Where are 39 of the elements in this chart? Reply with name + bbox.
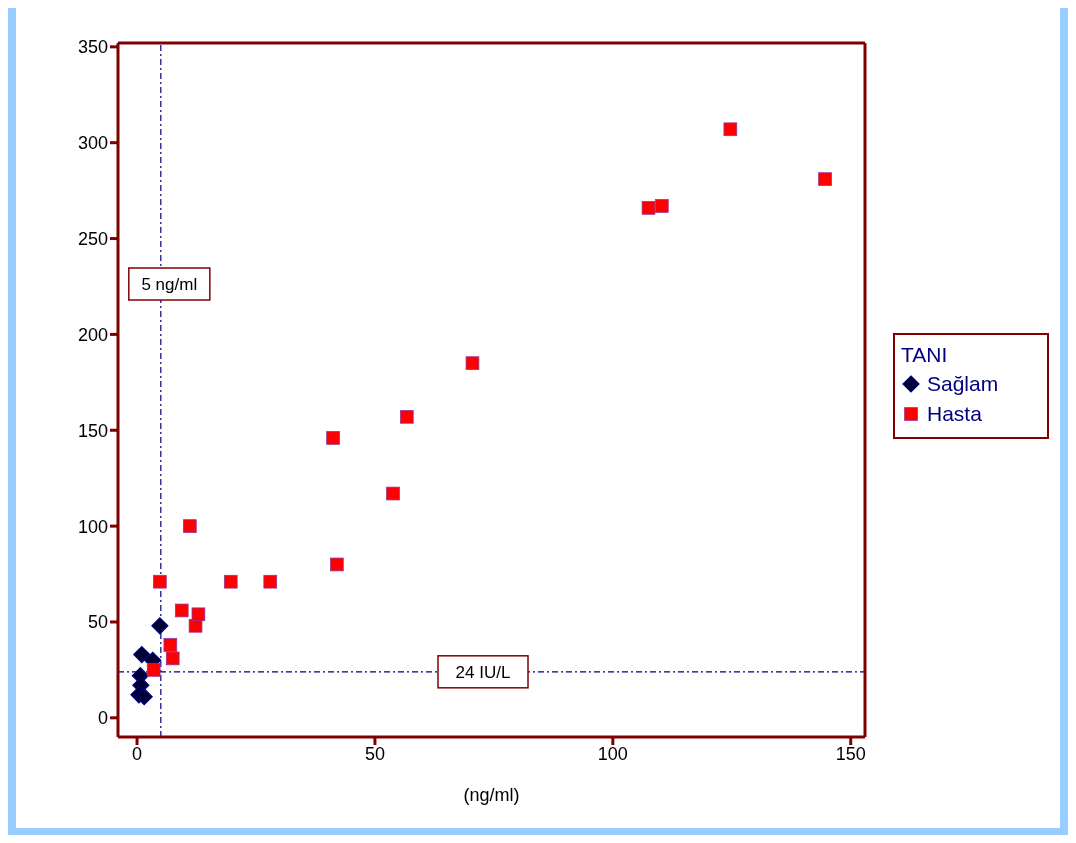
point bbox=[655, 199, 669, 213]
x-tick-label: 150 bbox=[835, 743, 866, 764]
x-tick-label: 50 bbox=[364, 743, 385, 764]
legend-title: TANI bbox=[901, 343, 949, 367]
legend-label: Sağlam bbox=[927, 372, 999, 396]
point bbox=[818, 172, 832, 186]
point bbox=[330, 557, 344, 572]
x-tick-label: 100 bbox=[597, 743, 628, 764]
point bbox=[723, 122, 738, 137]
point bbox=[386, 486, 400, 501]
x-axis-title: (ng/ml) bbox=[463, 785, 520, 805]
point bbox=[465, 356, 480, 370]
y-tick-label: 200 bbox=[77, 324, 108, 345]
point bbox=[163, 638, 178, 652]
y-tick-label: 50 bbox=[87, 612, 108, 633]
point bbox=[151, 617, 169, 635]
point bbox=[400, 410, 414, 424]
y-tick-label: 350 bbox=[77, 37, 108, 58]
point bbox=[165, 651, 180, 666]
point bbox=[146, 663, 161, 677]
point bbox=[135, 688, 153, 706]
point bbox=[191, 607, 206, 622]
point bbox=[183, 519, 197, 533]
ref-line-label: 24 IU/L bbox=[455, 662, 511, 682]
point bbox=[641, 201, 656, 215]
y-tick-label: 150 bbox=[77, 420, 108, 441]
legend-label: Hasta bbox=[927, 402, 982, 426]
ref-line-label: 5 ng/ml bbox=[141, 275, 198, 294]
point bbox=[223, 574, 238, 589]
point bbox=[263, 574, 278, 589]
x-tick-label: 0 bbox=[132, 743, 143, 764]
point bbox=[326, 431, 340, 445]
point bbox=[133, 645, 151, 664]
y-tick-label: 100 bbox=[77, 516, 108, 537]
point bbox=[174, 603, 189, 618]
y-tick-label: 250 bbox=[77, 228, 108, 249]
y-tick-label: 0 bbox=[97, 708, 108, 729]
y-tick-label: 300 bbox=[77, 133, 108, 154]
point bbox=[153, 574, 167, 589]
